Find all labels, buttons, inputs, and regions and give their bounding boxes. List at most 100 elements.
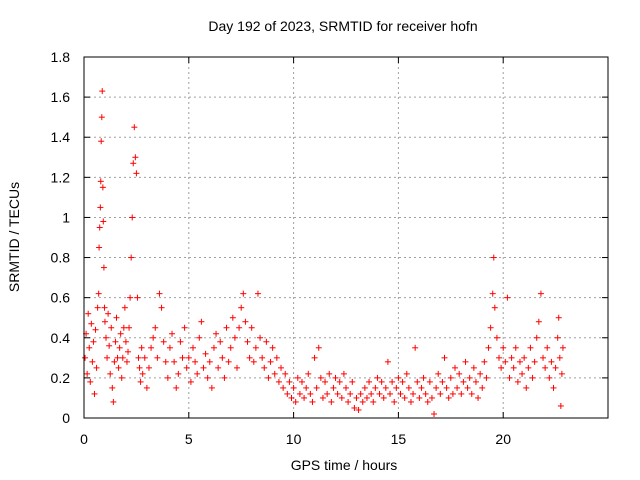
data-point	[128, 254, 135, 261]
data-point	[86, 344, 93, 351]
data-point	[525, 364, 532, 371]
x-axis-title: GPS time / hours	[291, 457, 398, 473]
data-point	[92, 326, 99, 333]
data-point	[240, 290, 247, 297]
data-point	[548, 358, 555, 365]
data-point	[148, 344, 155, 351]
x-tick-label: 15	[391, 431, 407, 447]
data-point	[254, 290, 261, 297]
data-point	[426, 378, 433, 385]
data-point	[555, 314, 562, 321]
data-point	[332, 374, 339, 381]
data-point	[269, 344, 276, 351]
data-point	[309, 398, 316, 405]
data-point	[208, 384, 215, 391]
data-point	[554, 334, 561, 341]
data-point	[343, 384, 349, 391]
data-point	[485, 344, 492, 351]
data-point	[107, 370, 114, 377]
y-tick-label: 1.8	[51, 49, 71, 65]
data-point	[508, 354, 515, 361]
y-tick-label: 1.6	[51, 89, 71, 105]
data-point	[94, 304, 101, 311]
data-point	[131, 124, 138, 131]
data-point	[99, 184, 106, 191]
data-point	[173, 384, 180, 391]
data-point	[523, 384, 530, 391]
data-point	[166, 344, 173, 351]
data-point	[141, 354, 148, 361]
data-point	[114, 354, 121, 361]
data-point	[315, 344, 322, 351]
data-point	[405, 384, 412, 391]
data-point	[368, 390, 375, 397]
data-point	[229, 314, 236, 321]
data-point	[531, 358, 538, 365]
data-point	[324, 390, 331, 397]
data-point	[533, 334, 540, 341]
data-point	[261, 364, 268, 371]
data-point	[109, 384, 116, 391]
data-point	[544, 344, 551, 351]
data-point	[363, 394, 370, 401]
data-point	[138, 344, 145, 351]
data-point	[185, 354, 192, 361]
data-point	[175, 370, 182, 377]
data-point	[181, 324, 188, 331]
data-point	[156, 290, 163, 297]
data-point	[263, 338, 270, 345]
data-point	[403, 370, 410, 377]
data-point	[210, 344, 217, 351]
data-point	[296, 390, 303, 397]
data-point	[414, 378, 421, 385]
data-point	[98, 138, 105, 145]
y-tick-label: 0.4	[51, 330, 71, 346]
x-tick-labels: 0 5 10 15 20	[80, 431, 511, 447]
data-point	[380, 394, 387, 401]
data-point	[458, 390, 465, 397]
data-point	[456, 370, 463, 377]
data-point	[491, 304, 498, 311]
data-point	[445, 394, 452, 401]
data-point	[340, 370, 347, 377]
data-point	[282, 370, 289, 377]
data-point	[357, 390, 364, 397]
data-point	[464, 384, 471, 391]
data-point	[110, 398, 117, 405]
data-point	[189, 344, 196, 351]
data-point	[431, 410, 438, 417]
data-point	[271, 370, 278, 377]
y-axis-title: SRMTID / TECUs	[6, 182, 22, 292]
data-point	[399, 378, 406, 385]
data-point	[535, 318, 542, 325]
data-point	[215, 364, 222, 371]
data-point	[246, 354, 253, 361]
data-point	[91, 390, 98, 397]
data-point	[136, 364, 143, 371]
data-point	[347, 390, 354, 397]
data-point	[87, 378, 94, 385]
data-point	[537, 290, 544, 297]
data-point	[223, 324, 230, 331]
data-point	[349, 378, 356, 385]
data-point	[171, 358, 178, 365]
data-point	[439, 378, 446, 385]
data-point	[219, 354, 226, 361]
data-point	[556, 354, 563, 361]
data-point	[132, 154, 139, 161]
data-point	[227, 344, 234, 351]
data-point	[238, 304, 245, 311]
data-point	[454, 384, 461, 391]
data-point	[420, 374, 427, 381]
data-point	[292, 398, 299, 405]
data-point	[187, 378, 194, 385]
data-point	[100, 218, 107, 225]
data-point	[496, 354, 503, 361]
data-point	[479, 384, 486, 391]
data-point	[391, 398, 398, 405]
data-point	[395, 374, 402, 381]
data-point	[85, 310, 92, 317]
data-point	[466, 374, 473, 381]
data-point	[481, 358, 488, 365]
data-point	[112, 338, 119, 345]
